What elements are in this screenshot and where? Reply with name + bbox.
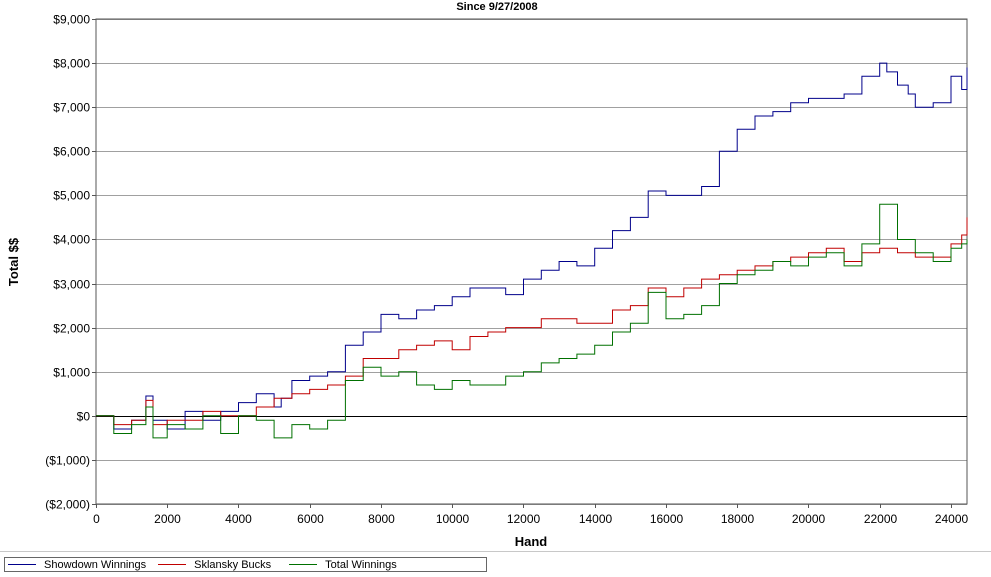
legend-swatch [289,564,318,565]
x-tick-label: 2000 [154,512,181,526]
x-tick-label: 16000 [650,512,684,526]
grid [96,19,967,505]
x-tick-label: 18000 [721,512,755,526]
x-tick-label: 4000 [225,512,252,526]
legend-label: Sklansky Bucks [194,558,272,571]
y-tick-label: ($1,000) [45,454,90,468]
legend-swatch [158,564,187,565]
series-line-sklansky-bucks [96,217,968,426]
y-tick-label: $9,000 [53,13,90,27]
legend-item-showdown: Showdown Winnings [8,559,146,571]
x-tick-label: 0 [93,512,100,526]
series-group [96,62,968,439]
chart-bottom-border [0,551,991,552]
x-tick-label: 10000 [436,512,470,526]
series-line-showdown-winnings [96,62,968,430]
series-line-total-winnings [96,203,968,439]
y-tick-label: $6,000 [53,145,90,159]
y-tick-label: ($2,000) [45,498,90,512]
chart-title: Since 9/27/2008 [456,1,537,13]
legend-swatch [8,564,36,565]
x-axis-ticks: 0 2000 4000 6000 8000 10000 12000 14000 16000 180… [93,504,969,526]
legend-item-sklansky: Sklansky Bucks [158,559,271,571]
y-tick-label: $0 [77,410,91,424]
y-tick-label: $4,000 [53,233,90,247]
plot-area [95,18,968,505]
x-tick-label: 6000 [297,512,324,526]
x-tick-label: 24000 [935,512,969,526]
y-tick-label: $1,000 [53,366,90,380]
legend-item-total: Total Winnings [289,559,397,571]
x-tick-label: 22000 [864,512,898,526]
legend: Showdown Winnings Sklansky Bucks Total W… [4,557,487,572]
y-tick-label: $2,000 [53,322,90,336]
x-tick-label: 8000 [368,512,395,526]
y-tick-label: $5,000 [53,189,90,203]
y-axis-title: Total $$ [6,237,21,286]
y-tick-label: $7,000 [53,101,90,115]
y-tick-label: $8,000 [53,57,90,71]
x-axis-title: Hand [515,534,548,549]
legend-label: Total Winnings [325,558,397,571]
legend-label: Showdown Winnings [44,558,147,571]
x-tick-label: 14000 [579,512,613,526]
y-tick-label: $3,000 [53,278,90,292]
y-axis-ticks: ($2,000) ($1,000) $0 $1,000 $2,000 $3,000 $4,0… [45,13,96,512]
x-tick-label: 12000 [507,512,541,526]
x-tick-label: 20000 [792,512,826,526]
